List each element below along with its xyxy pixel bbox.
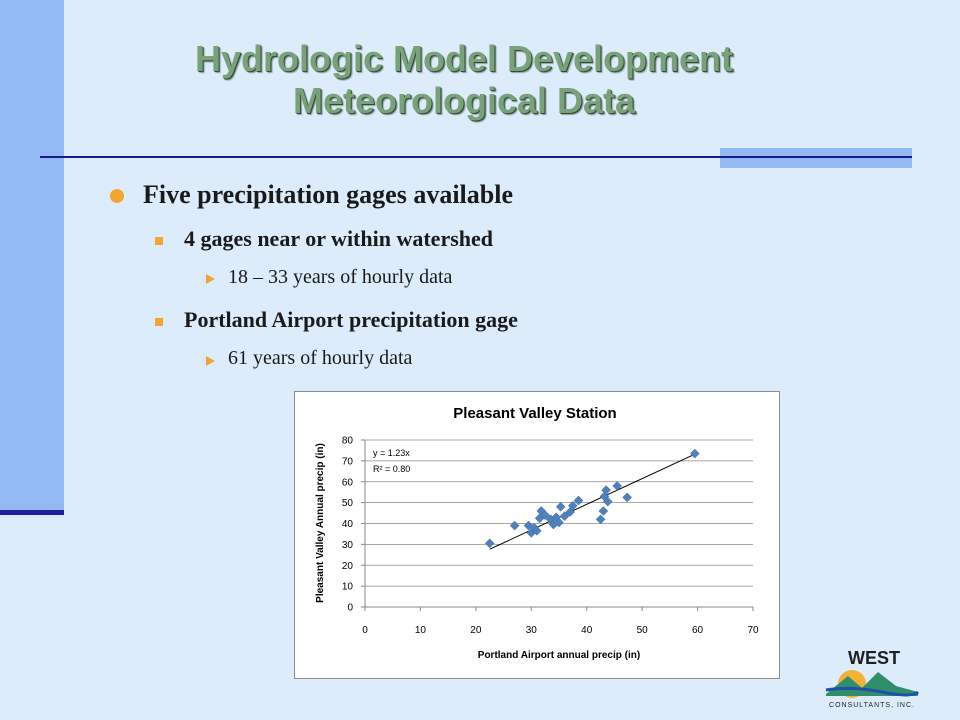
x-tick-label: 70	[747, 625, 759, 636]
y-tick-label: 70	[342, 456, 354, 467]
bullet-sub-2-detail: 61 years of hourly data	[228, 347, 413, 369]
left-accent-bar	[0, 0, 64, 512]
data-point	[598, 506, 609, 516]
y-tick-label: 30	[342, 540, 354, 551]
data-point	[573, 495, 584, 506]
logo-wave-icon	[825, 686, 920, 697]
bullet-dot-icon	[110, 189, 124, 203]
y-tick-label: 10	[342, 582, 354, 593]
bullet-sub-1-detail: 18 – 33 years of hourly data	[228, 266, 453, 288]
trendline-equation: y = 1.23x	[373, 448, 410, 458]
y-tick-label: 50	[342, 498, 354, 509]
scatter-chart-svg: Pleasant Valley Station Pleasant Valley …	[315, 405, 759, 661]
data-point	[622, 492, 633, 503]
slide-title-line-2: Meteorological Data	[292, 80, 636, 121]
trendline-r2: R² = 0.80	[373, 464, 410, 474]
logo-wordmark: WEST	[848, 648, 900, 668]
data-point	[531, 525, 542, 536]
chart-title: Pleasant Valley Station	[453, 405, 616, 422]
x-tick-label: 20	[470, 625, 482, 636]
y-axis-label: Pleasant Valley Annual precip (in)	[315, 443, 326, 603]
bullet-sub-1: 4 gages near or within watershed	[184, 226, 494, 251]
y-tick-label: 80	[342, 436, 354, 447]
x-tick-label: 50	[637, 625, 649, 636]
data-point	[595, 514, 606, 525]
data-point	[540, 510, 550, 521]
logo-tagline: CONSULTANTS, INC.	[829, 702, 915, 709]
bullet-arrow-icon	[206, 356, 215, 366]
data-point	[555, 501, 566, 512]
x-tick-label: 10	[415, 625, 427, 636]
x-tick-label: 30	[526, 625, 538, 636]
left-accent-bar-edge	[0, 510, 64, 515]
scatter-chart: Pleasant Valley Station Pleasant Valley …	[294, 391, 780, 679]
data-point	[601, 485, 611, 495]
data-point	[602, 496, 613, 507]
x-axis-label: Portland Airport annual precip (in)	[478, 650, 640, 661]
y-tick-label: 40	[342, 519, 354, 530]
y-tick-label: 60	[342, 477, 354, 488]
bullet-square-icon	[155, 318, 163, 326]
data-point	[612, 481, 623, 491]
x-tick-label: 0	[362, 625, 368, 636]
bullet-arrow-icon	[206, 274, 215, 284]
data-point	[568, 500, 578, 511]
logo-mountain-icon	[826, 672, 918, 696]
x-tick-label: 60	[692, 625, 704, 636]
trendline	[489, 453, 696, 550]
bullet-sub-2: Portland Airport precipitation gage	[184, 307, 518, 332]
data-point	[554, 517, 564, 528]
data-point	[689, 448, 700, 459]
slide-title: Hydrologic Model Development Meteorologi…	[64, 38, 864, 122]
bullet-square-icon	[155, 237, 163, 245]
bullet-level-1: Five precipitation gages available	[143, 180, 513, 209]
x-tick-label: 40	[581, 625, 593, 636]
data-point	[509, 520, 520, 531]
slide-title-line-1: Hydrologic Model Development	[194, 38, 734, 79]
y-tick-label: 20	[342, 561, 354, 572]
title-rule-accent	[720, 148, 912, 168]
west-logo: WEST CONSULTANTS, INC.	[825, 648, 920, 709]
y-tick-label: 0	[347, 603, 353, 614]
data-point	[559, 511, 570, 522]
title-rule	[40, 156, 912, 158]
data-point	[484, 538, 495, 549]
